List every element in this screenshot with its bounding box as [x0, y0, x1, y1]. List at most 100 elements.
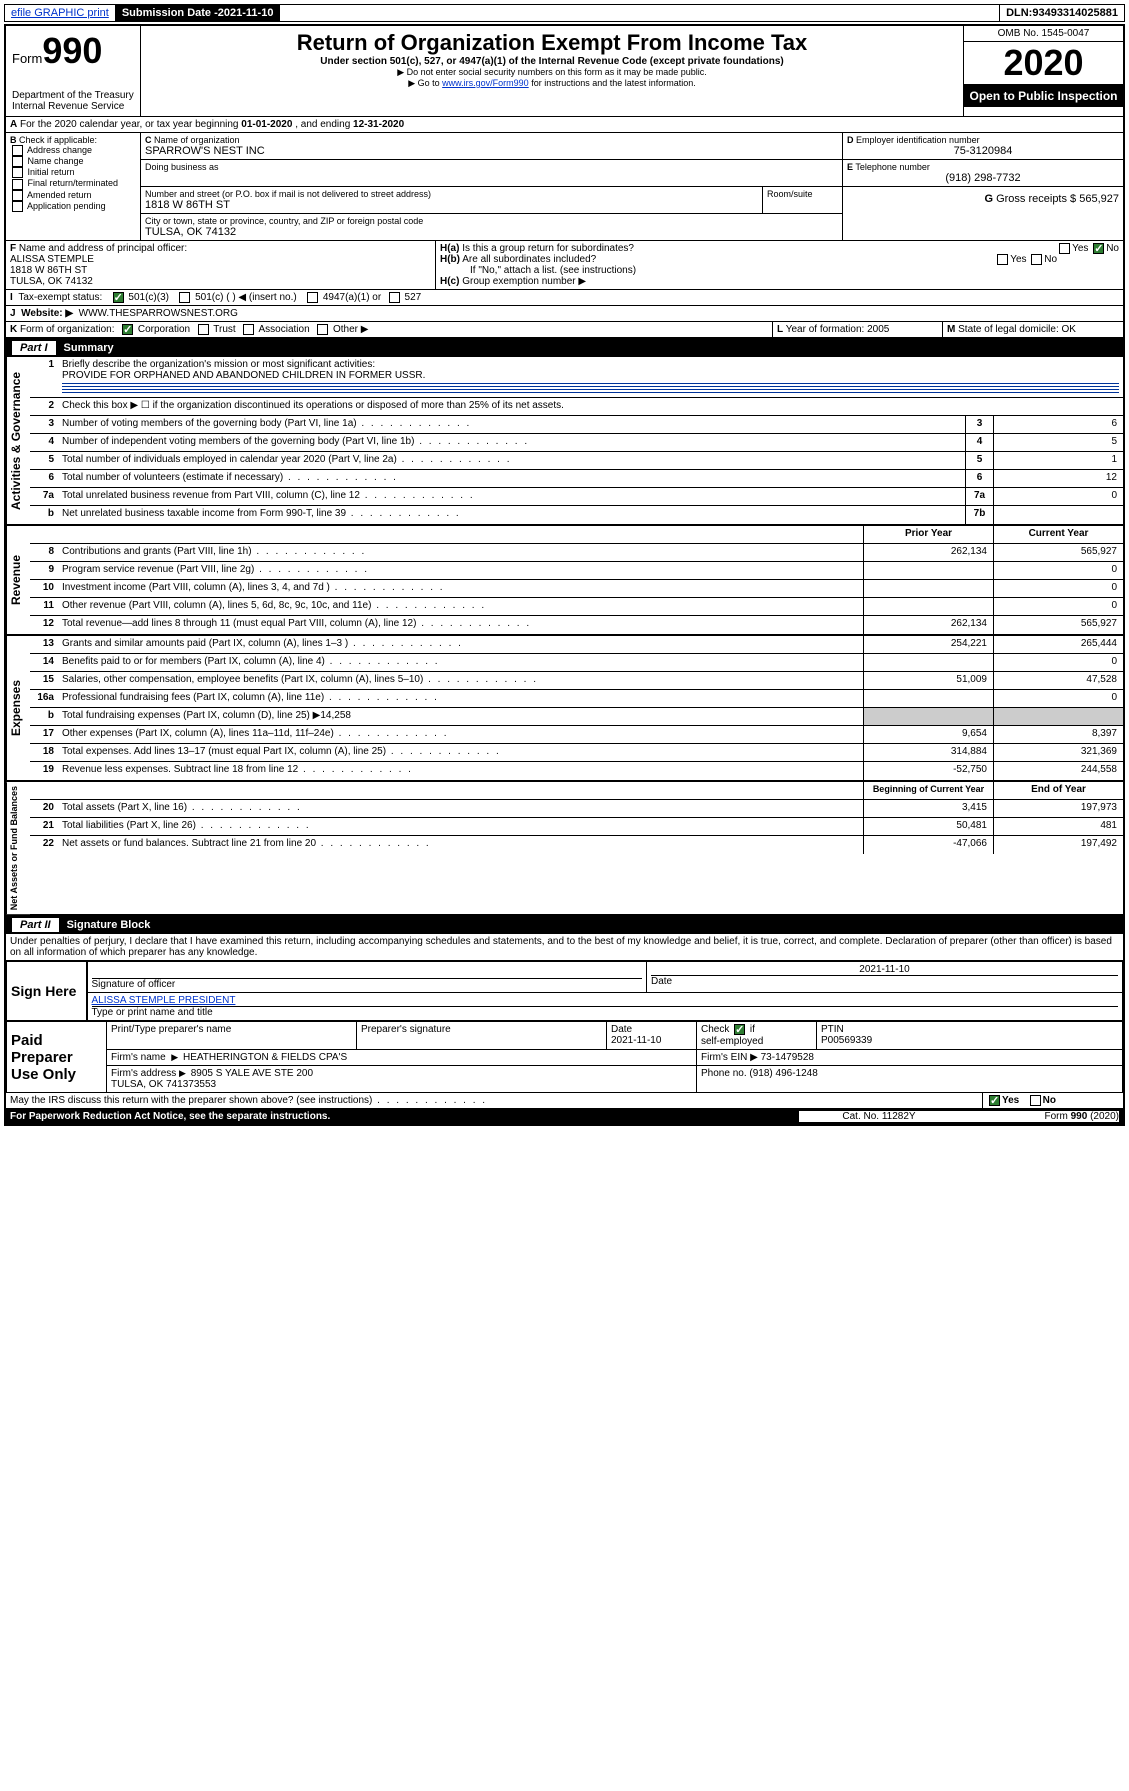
data-row: 11Other revenue (Part VIII, column (A), … [30, 598, 1123, 616]
vlabel-netassets: Net Assets or Fund Balances [6, 782, 30, 914]
section-deg: D Employer identification number 75-3120… [843, 133, 1123, 240]
gov-row: bNet unrelated business taxable income f… [30, 506, 1123, 524]
header-mid: Return of Organization Exempt From Incom… [141, 26, 963, 116]
gov-row: 7aTotal unrelated business revenue from … [30, 488, 1123, 506]
data-row: 9Program service revenue (Part VIII, lin… [30, 562, 1123, 580]
bcde-block: B Check if applicable: Address change Na… [6, 133, 1123, 241]
vlabel-revenue: Revenue [6, 526, 30, 634]
firm-name: HEATHERINGTON & FIELDS CPA'S [183, 1052, 347, 1063]
data-row: bTotal fundraising expenses (Part IX, co… [30, 708, 1123, 726]
chk-discuss-no[interactable] [1030, 1095, 1041, 1106]
ein: 75-3120984 [847, 145, 1119, 157]
chk-address-change[interactable] [12, 145, 23, 156]
section-h: H(a) Is this a group return for subordin… [436, 241, 1123, 289]
data-row: 13Grants and similar amounts paid (Part … [30, 636, 1123, 654]
gov-row: 4Number of independent voting members of… [30, 434, 1123, 452]
section-governance: Activities & Governance 1 Briefly descri… [6, 357, 1123, 526]
chk-final-return[interactable] [12, 179, 23, 190]
chk-app-pending[interactable] [12, 201, 23, 212]
section-netassets: Net Assets or Fund Balances Beginning of… [6, 782, 1123, 916]
chk-discuss-yes[interactable] [989, 1095, 1000, 1106]
line-j: J Website: ▶ WWW.THESPARROWSNEST.ORG [6, 306, 1123, 322]
chk-ha-no[interactable] [1093, 243, 1104, 254]
firm-ein: 73-1479528 [761, 1052, 814, 1063]
data-row: 20Total assets (Part X, line 16)3,415197… [30, 800, 1123, 818]
ptin: P00569339 [821, 1035, 872, 1046]
form-sub3: ▶ Go to www.irs.gov/Form990 for instruct… [149, 78, 955, 89]
topbar-spacer [280, 5, 1000, 21]
data-row: 15Salaries, other compensation, employee… [30, 672, 1123, 690]
signature-table: Sign Here Signature of officer 2021-11-1… [6, 961, 1123, 1021]
section-b: B Check if applicable: Address change Na… [6, 133, 141, 240]
org-name: SPARROW'S NEST INC [145, 145, 838, 157]
data-row: 22Net assets or fund balances. Subtract … [30, 836, 1123, 854]
data-row: 21Total liabilities (Part X, line 26)50,… [30, 818, 1123, 836]
chk-amended[interactable] [12, 190, 23, 201]
chk-501c3[interactable] [113, 292, 124, 303]
header-left: Form990 Department of the Treasury Inter… [6, 26, 141, 116]
preparer-table: Paid Preparer Use Only Print/Type prepar… [6, 1021, 1123, 1092]
perjury-text: Under penalties of perjury, I declare th… [6, 934, 1123, 961]
irs-link[interactable]: www.irs.gov/Form990 [442, 78, 529, 88]
form-sub2: ▶ Do not enter social security numbers o… [149, 67, 955, 78]
gross-receipts: 565,927 [1079, 193, 1119, 205]
section-expenses: Expenses 13Grants and similar amounts pa… [6, 636, 1123, 782]
dln: DLN: 93493314025881 [1000, 5, 1124, 21]
line-a: A For the 2020 calendar year, or tax yea… [6, 117, 1123, 133]
tax-year: 2020 [964, 42, 1123, 85]
gov-row: 6Total number of volunteers (estimate if… [30, 470, 1123, 488]
paid-preparer-label: Paid Preparer Use Only [7, 1022, 107, 1092]
fh-block: F Name and address of principal officer:… [6, 241, 1123, 290]
website: WWW.THESPARROWSNEST.ORG [79, 308, 238, 319]
dept-treasury: Department of the Treasury Internal Reve… [12, 90, 134, 112]
data-row: 8Contributions and grants (Part VIII, li… [30, 544, 1123, 562]
chk-trust[interactable] [198, 324, 209, 335]
data-row: 14Benefits paid to or for members (Part … [30, 654, 1123, 672]
data-row: 17Other expenses (Part IX, column (A), l… [30, 726, 1123, 744]
telephone: (918) 298-7732 [847, 172, 1119, 184]
form-sub1: Under section 501(c), 527, or 4947(a)(1)… [149, 56, 955, 67]
form-header: Form990 Department of the Treasury Inter… [6, 26, 1123, 117]
gov-row: 5Total number of individuals employed in… [30, 452, 1123, 470]
vlabel-expenses: Expenses [6, 636, 30, 780]
vlabel-governance: Activities & Governance [6, 357, 30, 524]
firm-phone: (918) 496-1248 [749, 1068, 817, 1079]
org-city: TULSA, OK 74132 [145, 226, 838, 238]
submission-date-btn[interactable]: Submission Date - 2021-11-10 [116, 5, 281, 21]
chk-hb-no[interactable] [1031, 254, 1042, 265]
chk-hb-yes[interactable] [997, 254, 1008, 265]
discuss-row: May the IRS discuss this return with the… [6, 1093, 1123, 1109]
org-address: 1818 W 86TH ST [145, 199, 758, 211]
data-row: 12Total revenue—add lines 8 through 11 (… [30, 616, 1123, 634]
section-c: C Name of organization SPARROW'S NEST IN… [141, 133, 843, 240]
chk-assoc[interactable] [243, 324, 254, 335]
section-f: F Name and address of principal officer:… [6, 241, 436, 289]
sign-here-label: Sign Here [7, 962, 87, 1021]
header-right: OMB No. 1545-0047 2020 Open to Public In… [963, 26, 1123, 116]
chk-ha-yes[interactable] [1059, 243, 1070, 254]
chk-527[interactable] [389, 292, 400, 303]
gov-row: 3Number of voting members of the governi… [30, 416, 1123, 434]
section-revenue: Revenue Prior Year Current Year 8Contrib… [6, 526, 1123, 636]
footer: For Paperwork Reduction Act Notice, see … [6, 1109, 1123, 1124]
omb-number: OMB No. 1545-0047 [964, 26, 1123, 42]
efile-link[interactable]: efile GRAPHIC print [5, 5, 116, 21]
chk-501c[interactable] [179, 292, 190, 303]
chk-4947[interactable] [307, 292, 318, 303]
form-container: Form990 Department of the Treasury Inter… [4, 24, 1125, 1126]
chk-other[interactable] [317, 324, 328, 335]
part2-header: Part IISignature Block [6, 916, 1123, 934]
officer-link[interactable]: ALISSA STEMPLE PRESIDENT [92, 995, 236, 1006]
chk-initial-return[interactable] [12, 167, 23, 178]
line-i: I Tax-exempt status: 501(c)(3) 501(c) ( … [6, 290, 1123, 306]
chk-corp[interactable] [122, 324, 133, 335]
chk-self-employed[interactable] [734, 1024, 745, 1035]
data-row: 18Total expenses. Add lines 13–17 (must … [30, 744, 1123, 762]
data-row: 16aProfessional fundraising fees (Part I… [30, 690, 1123, 708]
line-klm: K Form of organization: Corporation Trus… [6, 322, 1123, 339]
chk-name-change[interactable] [12, 156, 23, 167]
top-bar: efile GRAPHIC print Submission Date - 20… [4, 4, 1125, 22]
open-public: Open to Public Inspection [964, 85, 1123, 107]
mission-text: PROVIDE FOR ORPHANED AND ABANDONED CHILD… [62, 370, 425, 381]
data-row: 19Revenue less expenses. Subtract line 1… [30, 762, 1123, 780]
